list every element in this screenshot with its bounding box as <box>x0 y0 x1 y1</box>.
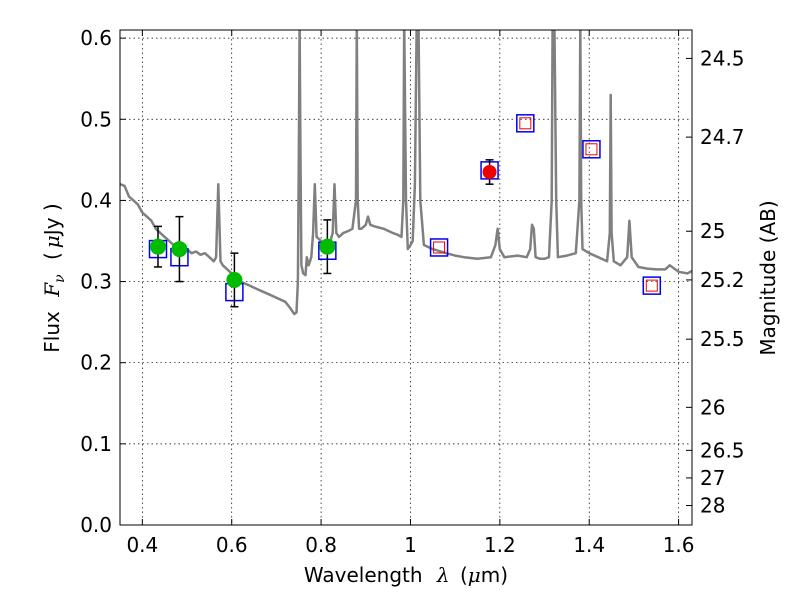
plot-area <box>120 30 692 316</box>
x-axis-title-prefix: Wavelength <box>304 563 423 587</box>
red-inner-square <box>645 279 658 292</box>
y-tick-label: 0.0 <box>80 513 112 537</box>
y-axis-title-symbol: F <box>40 282 64 298</box>
measured-point <box>149 238 166 255</box>
y-tick-label: 0.6 <box>80 26 112 50</box>
x-tick-label: 0.8 <box>305 533 337 557</box>
x-tick-label: 1.6 <box>663 533 695 557</box>
y-axis-title-subscript: ν <box>52 274 68 283</box>
y-tick-label: 0.3 <box>80 270 112 294</box>
y-axis-title: Flux Fν ( μJy ) <box>40 203 69 352</box>
x-axis: 0.4 0.6 0.8 1 1.2 1.4 1.6 <box>126 30 695 557</box>
y2-tick-label: 25.5 <box>700 327 745 351</box>
measured-point <box>226 271 243 288</box>
y-tick-label: 0.2 <box>80 351 112 375</box>
y-axis-title-paren: ( <box>40 252 64 260</box>
y2-axis: 24.5 24.7 25 25.2 25.5 26 26.5 27 28 <box>686 46 745 518</box>
y2-tick-label: 26.5 <box>700 438 745 462</box>
x-tick-label: 1.4 <box>573 533 605 557</box>
measured-point <box>171 241 188 258</box>
x-axis-title-paren: ( <box>460 563 468 587</box>
model-photometry-box <box>582 140 601 159</box>
y-tick-label: 0.4 <box>80 188 112 212</box>
model-spectrum-line <box>120 30 692 316</box>
y2-tick-label: 25 <box>700 219 725 243</box>
x-axis-title-symbol: λ <box>436 563 450 587</box>
y2-tick-label: 24.7 <box>700 125 745 149</box>
x-tick-label: 0.4 <box>126 533 158 557</box>
x-tick-label: 0.6 <box>216 533 248 557</box>
x-axis-title: Wavelength λ (μm) <box>304 563 508 587</box>
y2-tick-label: 27 <box>700 466 725 490</box>
model-photometry-box <box>642 276 662 295</box>
y2-tick-label: 26 <box>700 395 725 419</box>
detected-point <box>482 165 497 180</box>
axes-frame <box>119 29 693 526</box>
model-photometry-box <box>516 114 535 133</box>
y2-axis-title: Magnitude (AB) <box>756 200 780 355</box>
y-axis-title-prefix: Flux <box>40 311 64 353</box>
x-axis-title-mu: μ <box>468 563 481 587</box>
y-axis-title-unit: Jy ) <box>40 203 64 237</box>
y-tick-label: 0.1 <box>80 432 112 456</box>
red-inner-square <box>585 143 598 156</box>
y2-tick-label: 28 <box>700 494 725 518</box>
y2-tick-label: 25.2 <box>700 268 745 292</box>
red-inner-square <box>519 117 532 130</box>
y2-tick-label: 24.5 <box>700 46 745 70</box>
x-axis-title-unit: m) <box>481 563 508 587</box>
measured-point <box>319 238 336 255</box>
y-axis-title-mu: μ <box>40 235 64 248</box>
x-tick-label: 1 <box>404 533 417 557</box>
x-tick-label: 1.2 <box>484 533 516 557</box>
model-photometry-box <box>429 238 449 257</box>
y-axis: 0.0 0.1 0.2 0.3 0.4 0.5 0.6 <box>80 26 126 537</box>
y-tick-label: 0.5 <box>80 107 112 131</box>
red-inner-square <box>433 241 446 254</box>
